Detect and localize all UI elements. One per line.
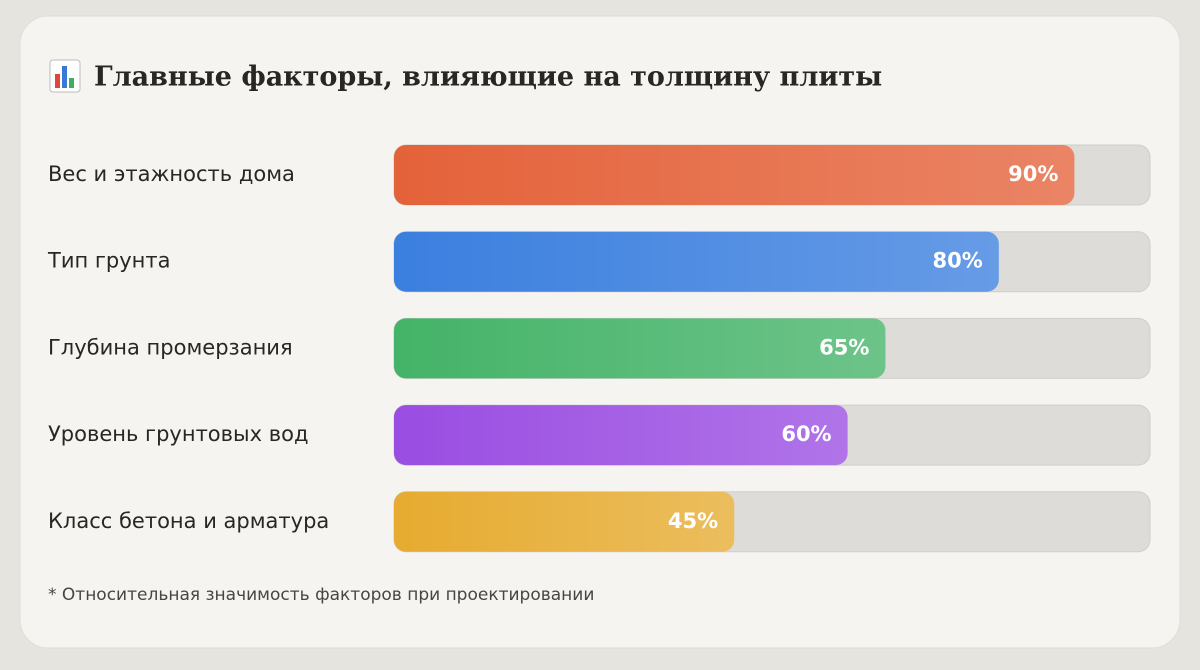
bar-shine xyxy=(394,318,886,379)
bar-shine xyxy=(394,405,848,466)
category-label: Тип грунта xyxy=(47,249,171,273)
value-label: 45% xyxy=(668,509,718,533)
value-label: 60% xyxy=(781,422,831,446)
category-label: Глубина промерзания xyxy=(48,335,293,359)
bar-shine xyxy=(394,145,1075,205)
value-label: 65% xyxy=(819,335,869,359)
category-label: Вес и этажность дома xyxy=(48,162,295,186)
value-label: 80% xyxy=(933,249,983,273)
chart-title: Главные факторы, влияющие на толщину пли… xyxy=(94,62,882,93)
bar-shine xyxy=(394,231,999,292)
bar-shine xyxy=(394,491,735,552)
value-label: 90% xyxy=(1008,162,1058,186)
footnote: * Относительная значимость факторов при … xyxy=(48,585,594,605)
category-label: Уровень грунтовых вод xyxy=(48,422,308,446)
category-label: Класс бетона и арматура xyxy=(48,509,329,533)
title-icon xyxy=(49,59,81,93)
